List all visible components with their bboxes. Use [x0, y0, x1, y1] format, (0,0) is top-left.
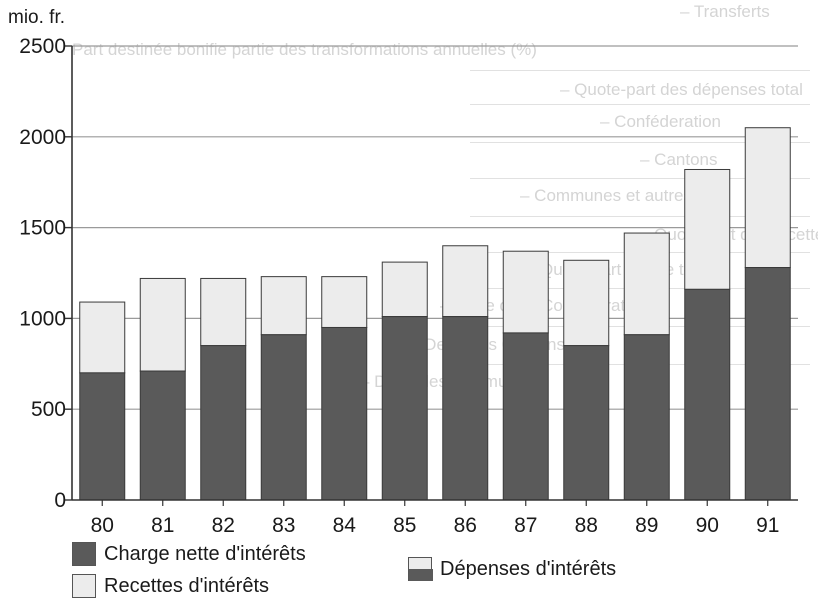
legend-label: Charge nette d'intérêts [104, 542, 306, 566]
bar-recettes [139, 277, 186, 372]
legend-swatch-lower-half [409, 569, 433, 581]
bar-charge-nette [139, 370, 186, 501]
x-tick-label: 90 [696, 514, 719, 537]
y-tick-label: 500 [31, 398, 66, 421]
bar-charge-nette [684, 288, 731, 501]
bar-recettes [563, 259, 610, 347]
gridlines [72, 45, 798, 410]
y-tick-label: 1500 [19, 217, 66, 240]
bars [79, 127, 791, 501]
bar-charge-nette [744, 267, 791, 501]
y-tick-label: 0 [54, 489, 66, 512]
bar-recettes [79, 301, 126, 374]
y-axis-unit-label: mio. fr. [8, 7, 66, 29]
bar-recettes [442, 245, 489, 318]
bar-charge-nette [381, 316, 428, 501]
x-tick-label: 80 [91, 514, 114, 537]
x-tick-label: 82 [212, 514, 235, 537]
bar-recettes [684, 168, 731, 290]
bar-charge-nette [79, 372, 126, 501]
x-tick-label: 85 [393, 514, 416, 537]
x-tick-label: 86 [454, 514, 477, 537]
y-tick-label: 1000 [19, 307, 66, 330]
bar-recettes [623, 232, 670, 336]
bar-charge-nette [563, 345, 610, 501]
legend-swatch-light [72, 574, 96, 598]
x-tick-label: 81 [151, 514, 174, 537]
legend-swatch-dark [72, 542, 96, 566]
bar-charge-nette [502, 332, 549, 501]
bar-charge-nette [200, 345, 247, 501]
legend-label: Recettes d'intérêts [104, 574, 270, 598]
axes: 0 500 1000 1500 2000 2500 80 81 82 83 84 85 86 87 88 89… [19, 35, 798, 537]
bar-recettes [200, 277, 247, 347]
x-tick-label: 88 [575, 514, 598, 537]
x-tick-label: 89 [635, 514, 658, 537]
bar-charge-nette [623, 334, 670, 501]
bar-recettes [744, 127, 791, 269]
legend-swatch-split [408, 557, 433, 581]
x-tick-label: 84 [333, 514, 357, 537]
x-tick-label: 87 [514, 514, 537, 537]
bar-recettes [321, 276, 368, 328]
x-tick-label: 83 [272, 514, 295, 537]
bar-charge-nette [260, 334, 307, 501]
y-tick-label: 2000 [19, 126, 66, 149]
bar-recettes [502, 250, 549, 334]
bar-charge-nette [321, 326, 368, 501]
bar-charge-nette [442, 316, 489, 501]
bar-recettes [260, 276, 307, 336]
bar-recettes [381, 261, 428, 318]
legend-label: Dépenses d'intérêts [440, 557, 617, 581]
y-tick-label: 2500 [19, 35, 66, 58]
x-tick-label: 91 [756, 514, 779, 537]
